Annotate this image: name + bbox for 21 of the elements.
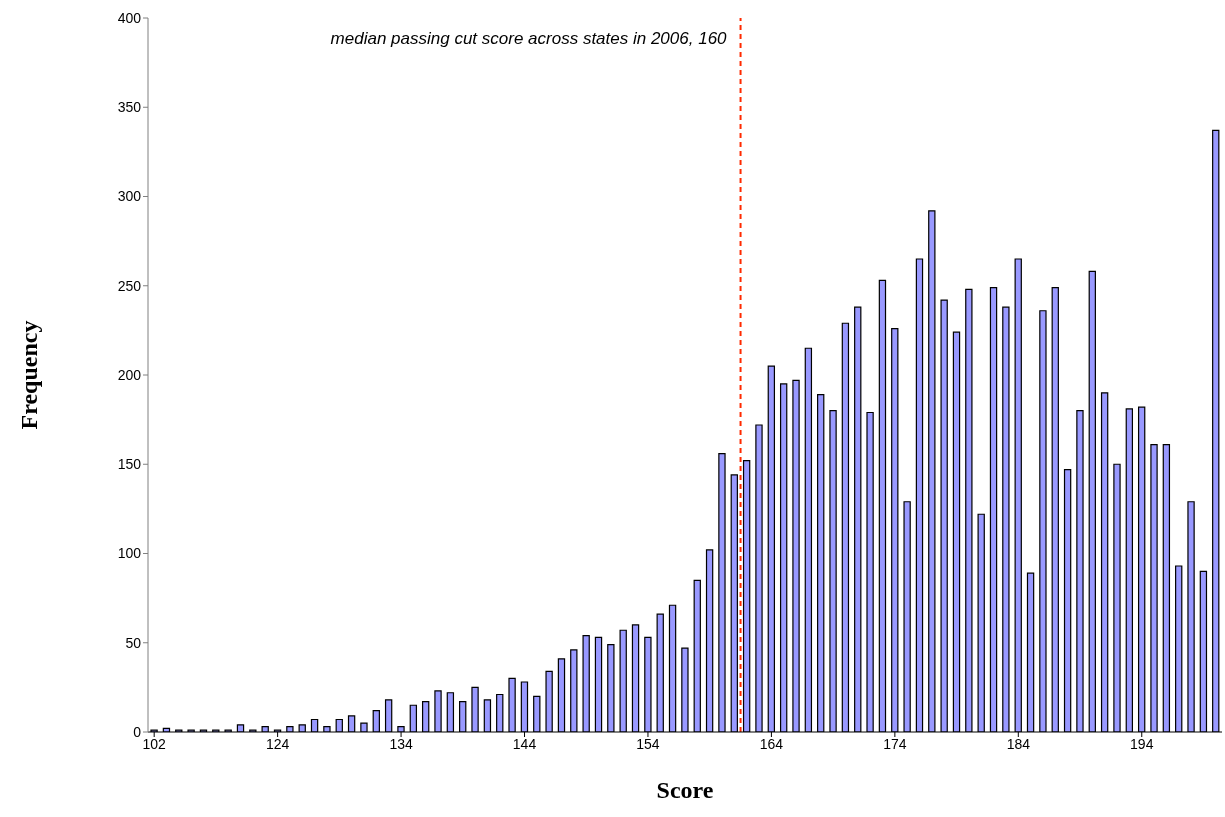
x-tick-label: 174 <box>883 735 907 752</box>
y-tick-label: 250 <box>117 277 142 294</box>
x-axis-title: Score <box>656 777 714 803</box>
y-tick-label: 50 <box>125 634 142 651</box>
y-tick-label: 400 <box>117 9 142 26</box>
x-tick-label: 102 <box>142 735 167 752</box>
y-tick-label: 100 <box>117 545 142 562</box>
x-tick-label: 194 <box>1130 735 1154 752</box>
x-tick-label: 124 <box>265 735 290 752</box>
y-tick-label: 200 <box>117 366 142 383</box>
x-tick-label: 184 <box>1006 735 1031 752</box>
y-tick-label: 0 <box>133 723 142 740</box>
x-tick-label: 154 <box>636 735 660 752</box>
x-tick-label: 164 <box>759 735 784 752</box>
x-tick-label: 134 <box>389 735 413 752</box>
y-tick-label: 350 <box>117 99 142 116</box>
y-axis-title: Frequency <box>15 320 42 430</box>
x-tick-label: 144 <box>512 735 537 752</box>
annotation: median passing cut score across states in 2006, 160 <box>330 29 728 49</box>
y-tick-label: 300 <box>117 188 142 205</box>
y-tick-label: 150 <box>117 456 142 473</box>
